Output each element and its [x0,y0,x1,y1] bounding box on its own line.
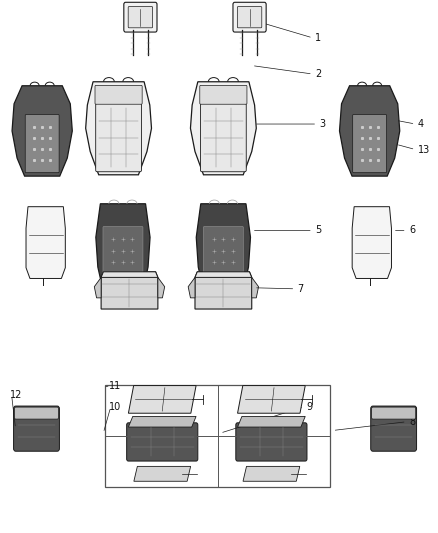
Text: 11: 11 [109,381,121,391]
Polygon shape [196,204,251,278]
Polygon shape [94,277,101,298]
FancyBboxPatch shape [14,406,60,451]
Text: 1: 1 [315,33,321,43]
Polygon shape [101,272,158,277]
FancyBboxPatch shape [128,6,152,28]
Text: 5: 5 [315,225,321,236]
FancyBboxPatch shape [233,2,266,32]
Text: 8: 8 [409,417,415,427]
Polygon shape [195,272,252,277]
Polygon shape [101,272,158,309]
Polygon shape [96,204,150,278]
Polygon shape [352,207,392,278]
Text: 13: 13 [418,144,430,155]
FancyBboxPatch shape [127,423,198,461]
Polygon shape [243,466,300,481]
FancyBboxPatch shape [203,227,244,275]
Text: 6: 6 [409,225,415,236]
Text: 2: 2 [315,69,321,79]
Text: 9: 9 [306,402,312,412]
FancyBboxPatch shape [371,406,417,451]
Text: 4: 4 [418,119,424,129]
Text: 10: 10 [109,402,121,412]
FancyBboxPatch shape [103,227,143,275]
FancyBboxPatch shape [95,103,141,172]
Text: 12: 12 [11,390,23,400]
Polygon shape [237,416,305,427]
Polygon shape [26,207,65,278]
FancyBboxPatch shape [201,103,246,172]
Polygon shape [158,277,165,298]
Polygon shape [195,272,252,309]
Bar [106,384,330,487]
Text: 7: 7 [297,284,304,294]
FancyBboxPatch shape [237,6,262,28]
FancyBboxPatch shape [14,407,59,419]
Polygon shape [252,277,258,298]
FancyBboxPatch shape [25,115,59,173]
Polygon shape [128,416,196,427]
Text: 3: 3 [319,119,325,129]
Polygon shape [86,82,152,175]
FancyBboxPatch shape [353,115,387,173]
Polygon shape [12,86,72,176]
FancyBboxPatch shape [371,407,416,419]
Polygon shape [188,277,195,298]
Polygon shape [191,82,256,175]
Polygon shape [339,86,400,176]
Polygon shape [237,385,305,413]
FancyBboxPatch shape [95,85,142,104]
Polygon shape [134,466,191,481]
Polygon shape [128,385,196,413]
FancyBboxPatch shape [124,2,157,32]
FancyBboxPatch shape [200,85,247,104]
FancyBboxPatch shape [236,423,307,461]
